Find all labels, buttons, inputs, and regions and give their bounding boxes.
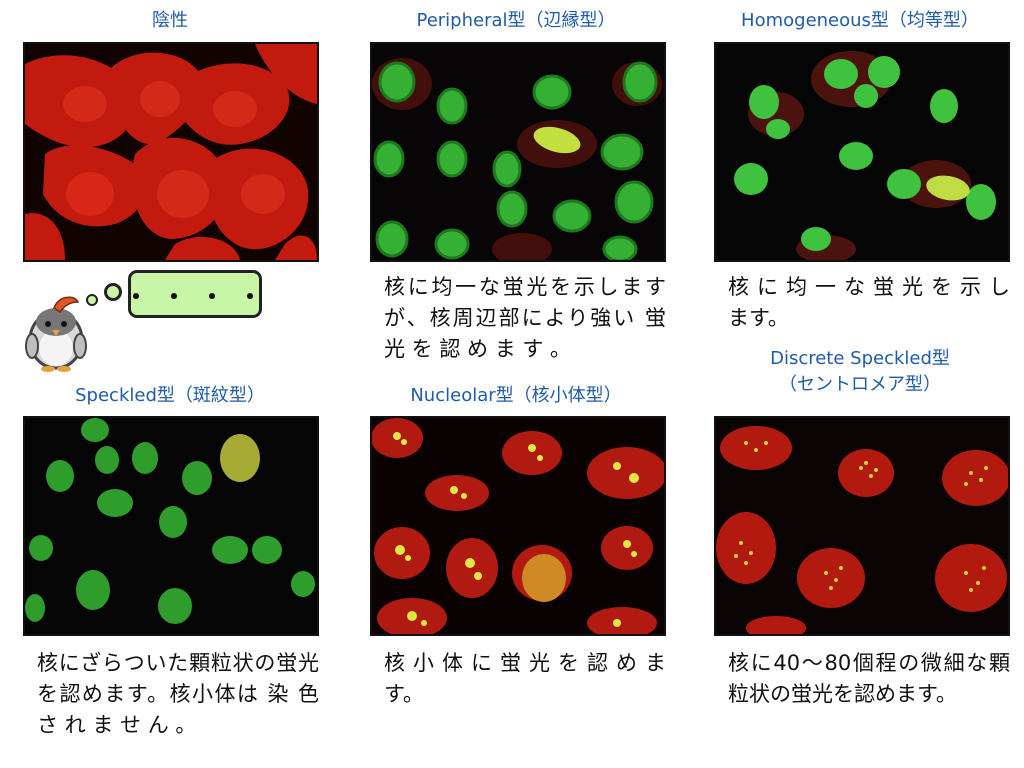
thought-dot-medium <box>104 283 122 301</box>
panel-title-discrete-speckled: Discrete Speckled型 （セントロメア型） <box>770 348 950 395</box>
micrograph-negative <box>23 42 319 262</box>
description-speckled: 核にざらついた顆粒状の蛍光を認めます。核小体は 染 色 さ れ ま せ ん 。 <box>37 651 319 737</box>
micrograph-peripheral <box>370 42 666 262</box>
micrograph-speckled <box>23 416 319 636</box>
description-homogeneous: 核 に 均 一 な 蛍 光 を 示 し ます。 <box>728 275 1010 330</box>
panel-title-homogeneous: Homogeneous型（均等型） <box>741 10 979 31</box>
thought-dot-small <box>86 294 98 306</box>
panel-title-nucleolar: Nucleolar型（核小体型） <box>410 385 622 406</box>
micrograph-nucleolar <box>370 416 666 636</box>
panel-title-negative: 陰性 <box>152 10 188 31</box>
penguin-mascot-icon <box>25 296 87 372</box>
micrograph-homogeneous <box>714 42 1010 262</box>
panel-title-speckled: Speckled型（斑紋型） <box>75 385 265 406</box>
description-discrete-speckled: 核に40～80個程の微細な顆粒状の蛍光を認めます。 <box>728 651 1010 706</box>
thought-bubble: ・・・・ <box>124 270 262 318</box>
description-peripheral: 核に均一な蛍光を示しますが、核周辺部により強い 蛍 光 を 認 め ま す 。 <box>384 275 666 361</box>
micrograph-discrete-speckled <box>714 416 1010 636</box>
panel-title-peripheral: Peripheral型（辺縁型） <box>416 10 616 31</box>
description-nucleolar: 核 小 体 に 蛍 光 を 認 め ます。 <box>384 651 666 706</box>
